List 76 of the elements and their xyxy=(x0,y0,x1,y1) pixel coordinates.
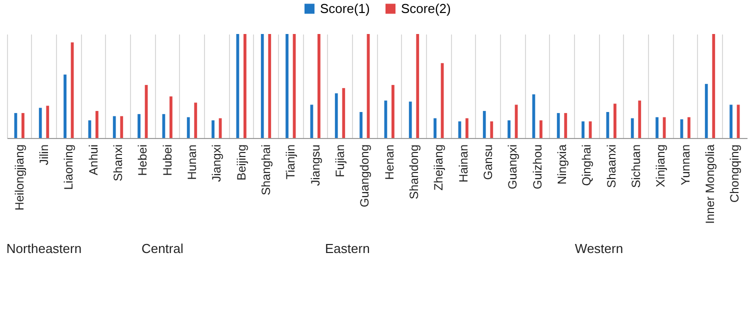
x-tick-label: Guangxi xyxy=(506,144,520,190)
x-tick-label: Guizhou xyxy=(530,144,544,190)
x-tick-label: Shanxi xyxy=(111,144,125,182)
bar xyxy=(490,121,494,138)
x-tick-label: Tianjin xyxy=(284,144,298,180)
bar xyxy=(482,110,486,138)
x-tick-label: Shaanxi xyxy=(604,144,618,188)
x-tick-label: Beijing xyxy=(234,144,248,181)
bar xyxy=(342,88,346,138)
bar xyxy=(120,116,124,138)
bar xyxy=(318,34,320,138)
x-tick-label: Qinghai xyxy=(580,144,594,186)
bar xyxy=(614,104,616,138)
x-tick-label: Jiangxi xyxy=(210,144,224,182)
legend-label: Score(2) xyxy=(401,0,451,16)
x-tick-label: Ningxia xyxy=(555,144,569,185)
x-tick-label: Hubei xyxy=(160,144,174,176)
bar xyxy=(260,34,264,138)
x-tick-label: Guangdong xyxy=(358,144,372,208)
x-tick-label: Yunnan xyxy=(678,144,692,186)
bar xyxy=(712,34,716,138)
x-tick-label: Hainan xyxy=(456,144,470,183)
bar xyxy=(112,116,116,138)
bar xyxy=(334,93,338,138)
legend-label: Score(1) xyxy=(320,0,370,16)
bar xyxy=(540,120,542,138)
bar xyxy=(194,102,198,138)
bar xyxy=(630,118,634,138)
bar xyxy=(582,121,584,138)
x-tick-label: Fujian xyxy=(333,144,347,178)
bar xyxy=(186,117,190,138)
bar xyxy=(730,104,732,138)
bar xyxy=(556,113,560,138)
bar xyxy=(286,34,288,138)
bar xyxy=(704,84,708,138)
bar xyxy=(508,120,510,138)
x-tick-label: Chongqing xyxy=(728,144,742,203)
bar xyxy=(656,117,658,138)
x-tick-label: Hunan xyxy=(185,144,199,180)
bar xyxy=(22,113,24,138)
text: Northeastern xyxy=(6,241,82,256)
bar xyxy=(564,113,568,138)
x-tick-label: Henan xyxy=(382,144,396,180)
x-tick-label: Xinjiang xyxy=(654,144,668,188)
text: Western xyxy=(574,241,624,256)
text: Central xyxy=(141,241,184,256)
x-tick-label: Heilongjiang xyxy=(12,144,26,211)
bar xyxy=(138,114,140,138)
bar xyxy=(392,84,394,138)
bar xyxy=(434,118,436,138)
bar xyxy=(360,112,362,138)
bar xyxy=(466,118,468,138)
bar xyxy=(688,117,690,138)
x-tick-label: Liaoning xyxy=(62,144,76,190)
bar xyxy=(212,120,214,138)
bar xyxy=(416,34,420,138)
bar xyxy=(64,74,66,138)
bar xyxy=(408,102,412,138)
x-tick-label: Hebei xyxy=(136,144,150,176)
bar xyxy=(96,110,98,138)
bar xyxy=(38,108,42,138)
bar xyxy=(638,100,642,138)
x-tick-label: Jiangsu xyxy=(308,144,322,186)
bar xyxy=(244,34,246,138)
x-tick-label: Sichuan xyxy=(629,144,643,188)
x-tick-label: Shanghai xyxy=(259,144,273,196)
text: Eastern xyxy=(324,241,370,256)
x-tick-label: Jilin xyxy=(37,144,51,166)
x-tick-label: Inner Mongolia xyxy=(703,144,717,224)
x-tick-label: Anhui xyxy=(86,144,100,176)
x-tick-label: Gansu xyxy=(481,144,495,180)
x-tick-label: Zhejiang xyxy=(432,144,446,191)
bar xyxy=(170,96,172,138)
bar xyxy=(46,106,50,138)
x-tick-label: Shandong xyxy=(407,144,421,200)
bar xyxy=(268,34,272,138)
